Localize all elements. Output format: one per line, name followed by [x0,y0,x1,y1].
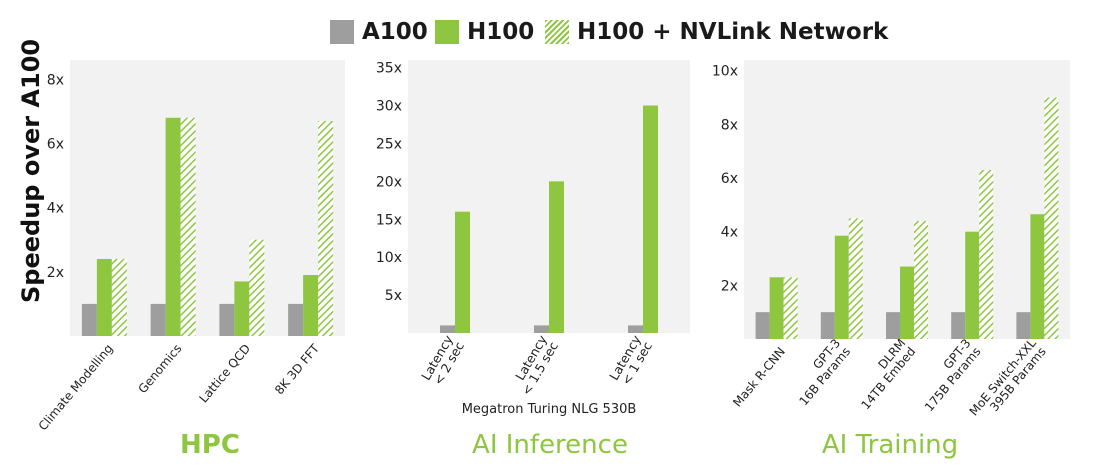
y-tick-label: 2x [721,278,738,294]
panel-ai-inference: 5x 10x 15x 20x 25x 30x 35x Latency< 2 sec Latenc… [376,60,690,417]
y-tick-label: 35x [376,61,402,77]
x-tick-label-line: Lattice QCD [196,342,253,406]
bar-h100-nvlink-network-moe-switch-xxl-4 [1044,97,1059,339]
x-tick-label: Lattice QCD [196,342,253,406]
bar-a100-genomics-1 [150,303,166,336]
panel-title-hpc: HPC [180,430,240,460]
bar-h100-dlrm-2 [900,266,914,339]
y-tick-label: 15x [376,212,402,228]
bar-a100-latency-1 [534,325,549,333]
bar-h100-mask-r-cnn-0 [769,277,784,339]
x-tick-label-line: 8K 3D FFT [272,341,322,397]
bar-a100-dlrm-2 [886,312,900,339]
y-tick-label: 6x [47,136,64,152]
bar-h100-nvlink-network-8k-3d-fft-3 [318,120,334,336]
legend-label-h100: H100 [467,19,535,45]
bar-h100-latency-0 [455,211,470,333]
x-tick-label: Mask R-CNN [730,345,788,410]
panel-title-ai-training: AI Training [821,430,959,460]
legend-item-a100: A100 [330,14,428,50]
bar-h100-nvlink-network-gpt-3-1 [848,218,863,339]
bar-h100-genomics-1 [165,117,181,336]
x-tick-label: GPT-316B Params [786,336,853,408]
y-tick-label: 10x [376,250,402,266]
y-tick-label: 4x [721,225,738,241]
bar-a100-latency-0 [440,325,455,333]
x-tick-label: 8K 3D FFT [272,341,322,397]
y-tick-label: 4x [47,201,64,217]
x-tick-label: Latency< 1.5 sec [507,332,561,398]
legend-swatch-h100-nvlink [545,20,569,44]
legend-swatch-a100 [330,20,354,44]
legend-item-h100: H100 [435,14,534,50]
y-tick-label: 10x [712,64,738,80]
bar-h100-lattice-qcd-2 [234,281,250,336]
y-tick-label: 6x [721,171,738,187]
bar-a100-climate-modelling-0 [81,303,97,336]
y-tick-label: 8x [721,117,738,133]
x-tick-label-line: Climate Modelling [36,342,116,434]
bar-h100-nvlink-network-dlrm-2 [914,220,928,339]
y-tick-label: 5x [385,288,402,304]
x-tick-label: Latency< 1 sec [606,332,655,389]
chart-legend: A100 H100 H100 + NVLink Network [0,0,1116,60]
panel-title-ai-inference: AI Inference [472,430,628,460]
bar-h100-latency-1 [549,181,564,333]
x-tick-label-line: Genomics [136,342,185,397]
bar-h100-nvlink-network-genomics-1 [180,117,196,336]
bar-h100-nvlink-network-gpt-3-3 [979,169,994,339]
bar-a100-8k-3d-fft-3 [288,303,304,336]
y-tick-label: 30x [376,99,402,115]
legend-label-a100: A100 [362,19,428,45]
x-axis-label: Megatron Turing NLG 530B [462,402,637,417]
bar-h100-climate-modelling-0 [96,258,112,336]
bar-a100-lattice-qcd-2 [219,303,235,336]
bar-h100-gpt-3-3 [965,231,980,339]
x-tick-label: Genomics [136,342,185,397]
x-tick-label-line: Mask R-CNN [730,345,788,410]
bar-h100-nvlink-network-climate-modelling-0 [111,258,127,336]
x-tick-label: Latency< 2 sec [418,332,467,389]
bar-a100-latency-2 [628,325,643,333]
bar-h100-8k-3d-fft-3 [303,275,319,336]
bar-a100-moe-switch-xxl-4 [1016,312,1031,339]
panel-hpc: 2x 4x 6x 8x Climate Modelling Genomics Lattice… [36,60,345,433]
y-tick-label: 20x [376,174,402,190]
bar-a100-gpt-3-1 [820,312,835,339]
x-tick-label: Climate Modelling [36,342,116,434]
bar-h100-moe-switch-xxl-4 [1030,214,1045,339]
x-tick-label: MoE Switch-XXL395B Params [967,336,1049,427]
panel-ai-training: 2x 4x 6x 8x 10x Mask R-CNN GPT-316B Params DLRM… [712,60,1070,427]
bar-a100-mask-r-cnn-0 [755,312,770,339]
bar-h100-nvlink-network-lattice-qcd-2 [249,239,265,336]
legend-item-h100-nvlink: H100 + NVLink Network [545,14,888,50]
bar-h100-latency-2 [643,105,658,333]
y-tick-label: 25x [376,136,402,152]
y-tick-label: 2x [47,265,64,281]
legend-swatch-h100 [435,20,459,44]
bar-a100-gpt-3-3 [951,312,966,339]
y-tick-label: 8x [47,72,64,88]
x-tick-label: DLRM14TB Embed [848,336,918,412]
bar-h100-nvlink-network-mask-r-cnn-0 [783,277,798,339]
bar-h100-gpt-3-1 [834,235,849,339]
legend-label-h100-nvlink: H100 + NVLink Network [577,19,889,45]
